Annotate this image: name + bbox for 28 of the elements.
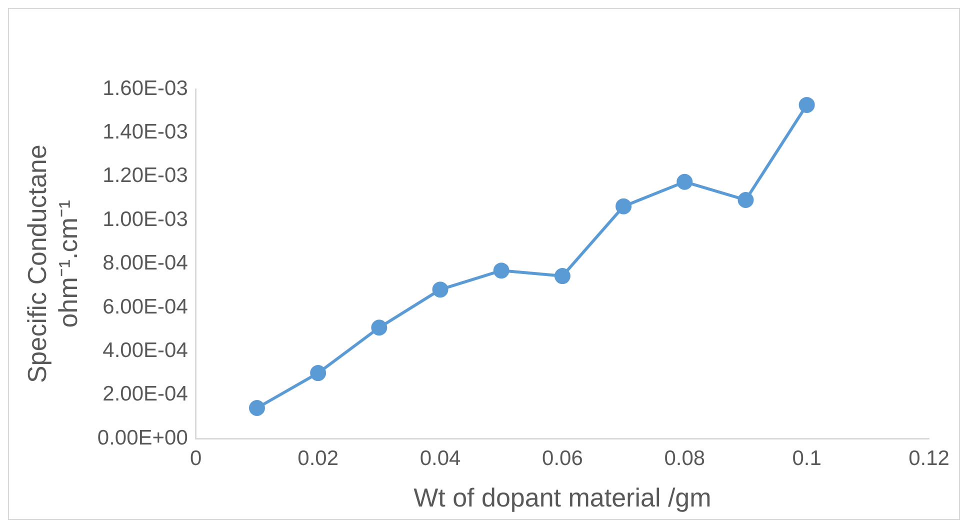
point bbox=[371, 320, 388, 336]
point bbox=[248, 400, 265, 416]
point bbox=[554, 268, 570, 284]
x-tick-label: 0 bbox=[190, 446, 202, 470]
point bbox=[432, 282, 448, 298]
y-tick-label: 1.40E-03 bbox=[102, 120, 188, 144]
point bbox=[310, 365, 326, 382]
point bbox=[738, 192, 754, 208]
x-tick-label: 0.02 bbox=[298, 446, 339, 470]
x-axis-title: Wt of dopant material /gm bbox=[414, 482, 712, 513]
y-tick-label: 1.00E-03 bbox=[102, 208, 188, 231]
x-tick-label: 0.08 bbox=[664, 446, 706, 470]
x-tick-label: 0.06 bbox=[542, 446, 583, 470]
y-tick-label: 4.00E-04 bbox=[102, 338, 188, 362]
y-tick-label: 1.20E-03 bbox=[102, 164, 188, 188]
y-tick-label: 8.00E-04 bbox=[102, 252, 188, 275]
point bbox=[798, 96, 815, 113]
y-tick-label: 0.00E+00 bbox=[97, 426, 188, 450]
y-tick-label: 1.60E-03 bbox=[102, 76, 188, 100]
y-tick-label: 6.00E-04 bbox=[102, 295, 188, 318]
x-tick-label: 0.1 bbox=[792, 446, 822, 470]
point bbox=[676, 174, 693, 190]
y-tick-label: 2.00E-04 bbox=[102, 382, 188, 406]
x-tick-label: 0.04 bbox=[420, 446, 462, 470]
point bbox=[616, 198, 632, 214]
x-tick-label: 0.12 bbox=[908, 446, 950, 470]
y-axis-title: Specific Conductane ohm⁻¹.cm⁻¹ bbox=[22, 144, 83, 384]
point bbox=[493, 262, 510, 279]
